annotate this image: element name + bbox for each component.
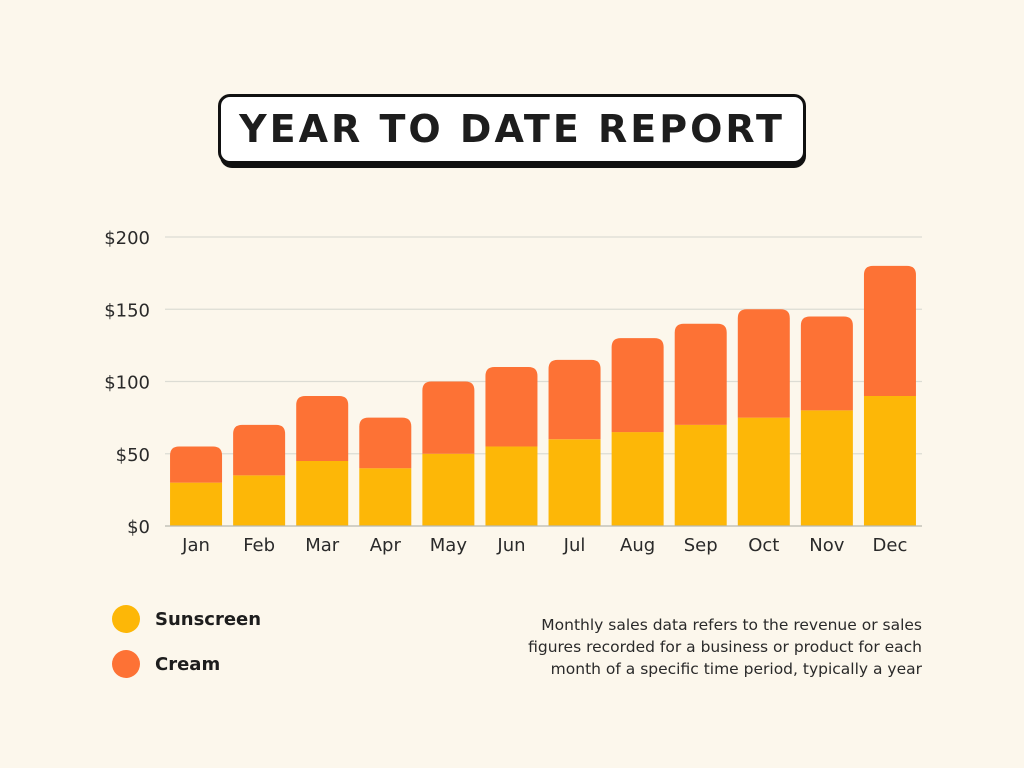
bar-segment-sunscreen <box>170 482 223 526</box>
bar-segment-cream <box>170 446 223 483</box>
note-line: Monthly sales data refers to the revenue… <box>541 616 922 634</box>
bar-segment-cream <box>485 367 538 447</box>
bar-segment-sunscreen <box>863 395 916 526</box>
bar-segment-cream <box>611 338 664 433</box>
y-tick-label: $200 <box>104 228 150 249</box>
legend-item-cream: Cream <box>112 649 261 679</box>
bar-segment-cream <box>359 417 412 469</box>
bar-segment-cream <box>296 395 349 461</box>
y-tick-label: $0 <box>127 517 150 538</box>
x-tick-label: Sep <box>684 535 718 556</box>
x-tick-label: Nov <box>809 535 844 556</box>
x-tick-label: Feb <box>243 535 275 556</box>
legend: Sunscreen Cream <box>112 604 261 694</box>
y-tick-label: $150 <box>104 300 150 321</box>
legend-swatch-sunscreen <box>112 605 140 633</box>
bar-segment-cream <box>674 323 727 425</box>
page-title: YEAR TO DATE REPORT <box>239 107 785 151</box>
x-tick-label: Jan <box>181 535 210 556</box>
bar-segment-sunscreen <box>296 460 349 526</box>
bar-segment-cream <box>800 316 853 411</box>
y-tick-label: $100 <box>104 373 150 394</box>
bar-segment-cream <box>233 424 286 476</box>
bar-segment-sunscreen <box>485 446 538 526</box>
note-line: figures recorded for a business or produ… <box>528 638 922 656</box>
legend-label-cream: Cream <box>155 653 221 675</box>
legend-swatch-cream <box>112 650 140 678</box>
x-tick-label: Jul <box>563 535 586 556</box>
bar-segment-sunscreen <box>674 424 727 526</box>
bar-segment-cream <box>863 265 916 396</box>
x-tick-label: Apr <box>370 535 402 556</box>
x-tick-label: Aug <box>620 535 655 556</box>
bar-segment-sunscreen <box>359 468 412 526</box>
legend-label-sunscreen: Sunscreen <box>155 608 262 630</box>
x-tick-label: Oct <box>748 535 779 556</box>
bar-segment-cream <box>548 359 601 440</box>
bar-segment-sunscreen <box>422 453 475 526</box>
bar-segment-sunscreen <box>233 475 286 526</box>
legend-item-sunscreen: Sunscreen <box>112 604 261 634</box>
description-note: Monthly sales data refers to the revenue… <box>502 614 922 680</box>
bar-segment-sunscreen <box>611 432 664 526</box>
bar-segment-cream <box>737 309 790 418</box>
x-tick-label: Mar <box>305 535 340 556</box>
bar-segment-cream <box>422 381 475 454</box>
x-tick-label: Dec <box>873 535 908 556</box>
y-tick-label: $50 <box>116 445 150 466</box>
bar-segment-sunscreen <box>737 417 790 526</box>
x-tick-label: Jun <box>496 535 525 556</box>
note-line: month of a specific time period, typical… <box>550 660 922 678</box>
bar-segment-sunscreen <box>800 410 853 526</box>
title-box: YEAR TO DATE REPORT <box>218 94 806 164</box>
x-tick-label: May <box>430 535 468 556</box>
bar-segment-sunscreen <box>548 439 601 526</box>
